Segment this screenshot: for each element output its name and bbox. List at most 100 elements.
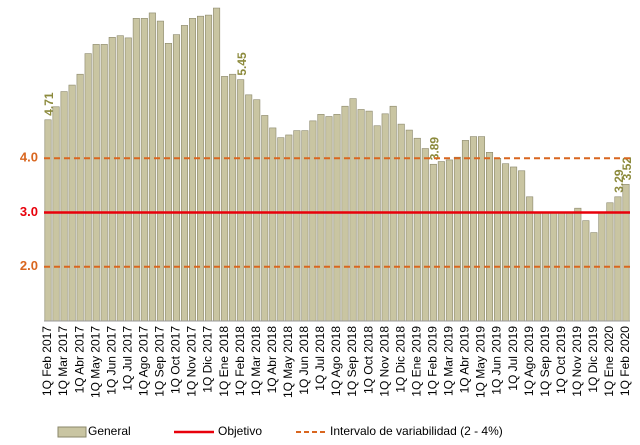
bar [76,73,84,322]
bar [437,161,445,322]
bar [188,18,197,322]
bar [197,15,205,322]
bar [381,113,389,322]
legend-swatch [57,426,87,438]
x-tick-label: 1Q Ene 2020 [602,326,616,397]
bar [164,43,172,322]
bar [52,106,60,322]
legend-label: General [88,424,131,438]
bar [140,18,148,322]
bar [590,232,598,322]
bar [349,98,357,322]
x-tick-label: 1Q Jul 2018 [313,326,327,391]
bar [502,163,510,322]
x-tick-label: 1Q Dic 2017 [201,326,215,393]
bar [357,109,365,322]
x-tick-label: 1Q May 2018 [281,326,295,398]
x-tick-label: 1Q Mar 2017 [56,326,70,396]
x-tick-label: 1Q Ene 2018 [217,326,231,397]
bar [277,137,285,322]
data-label: 3.52 [620,157,634,181]
bar [213,7,221,322]
x-tick-label: 1Q Jun 2017 [104,326,118,395]
bar [44,119,52,322]
bar [453,156,461,322]
x-tick-label: 1Q Nov 2018 [377,326,391,397]
bar [494,157,502,322]
bar [100,44,108,322]
x-tick-label: 1Q Jun 2018 [297,326,311,395]
x-tick-label: 1Q Oct 2019 [554,326,568,394]
x-tick-label: 1Q Mar 2018 [249,326,263,396]
y-tick-label: 4.0 [20,150,38,165]
bar [108,37,116,322]
bar [253,99,261,322]
bar [518,170,526,322]
bar [172,34,180,322]
y-tick-label: 3.0 [20,204,38,219]
x-tick-label: 1Q Jun 2019 [490,326,504,395]
bar [606,202,614,322]
bar [574,207,582,322]
bar [269,127,277,322]
bar [261,115,269,322]
bar [180,25,188,322]
x-tick-label: 1Q Sep 2019 [538,326,552,397]
bar [309,120,317,322]
x-tick-label: 1Q Sep 2018 [345,326,359,397]
bar [229,73,237,322]
x-tick-label: 1Q Feb 2018 [233,326,247,396]
bar [60,91,68,322]
bar [445,159,453,322]
bar [317,114,325,322]
bar [622,184,630,322]
x-tick-label: 1Q Oct 2017 [169,326,183,394]
bar [116,35,124,322]
bar [68,84,76,322]
legend-label: Objetivo [218,424,262,438]
bar [582,220,590,322]
x-tick-label: 1Q Mar 2019 [442,326,456,396]
bar [333,114,341,322]
x-tick-label: 1Q Feb 2017 [40,326,54,396]
x-tick-label: 1Q Ago 2017 [137,326,151,396]
x-tick-label: 1Q Jul 2019 [506,326,520,391]
bar [461,140,469,322]
x-tick-label: 1Q Abr 2018 [265,326,279,394]
bar [614,196,622,322]
bar [413,137,421,322]
x-tick-label: 1Q Ago 2018 [329,326,343,396]
bar [245,94,253,322]
bar [526,196,534,322]
x-tick-label: 1Q May 2017 [88,326,102,398]
x-tick-label: 1Q Dic 2019 [586,326,600,393]
bar [221,76,229,322]
bar [397,123,405,322]
x-tick-label: 1Q Sep 2017 [153,326,167,397]
x-tick-label: 1Q Abr 2019 [458,326,472,394]
legend-label: Intervalo de variabilidad (2 - 4%) [330,424,503,438]
bar [132,18,140,322]
x-tick-label: 1Q Jul 2017 [120,326,134,391]
bar [148,12,156,322]
bar [325,116,333,322]
bar [421,148,429,322]
x-tick-label: 1Q Feb 2019 [426,326,440,396]
x-tick-label: 1Q May 2019 [474,326,488,398]
x-tick-label: 1Q Feb 2020 [618,326,632,396]
bar [92,44,100,322]
x-tick-label: 1Q Nov 2017 [185,326,199,397]
x-tick-label: 1Q Nov 2019 [570,326,584,397]
x-tick-label: 1Q Dic 2018 [393,326,407,393]
data-label: 3.89 [428,137,442,161]
bar [205,14,213,322]
bar [469,136,477,322]
bar [429,163,437,322]
bar [156,20,164,322]
x-tick-label: 1Q Oct 2018 [361,326,375,394]
bar [124,37,132,322]
x-tick-label: 1Q Abr 2017 [72,326,86,394]
bar [373,125,381,322]
x-tick-label: 1Q Ene 2019 [409,326,423,397]
